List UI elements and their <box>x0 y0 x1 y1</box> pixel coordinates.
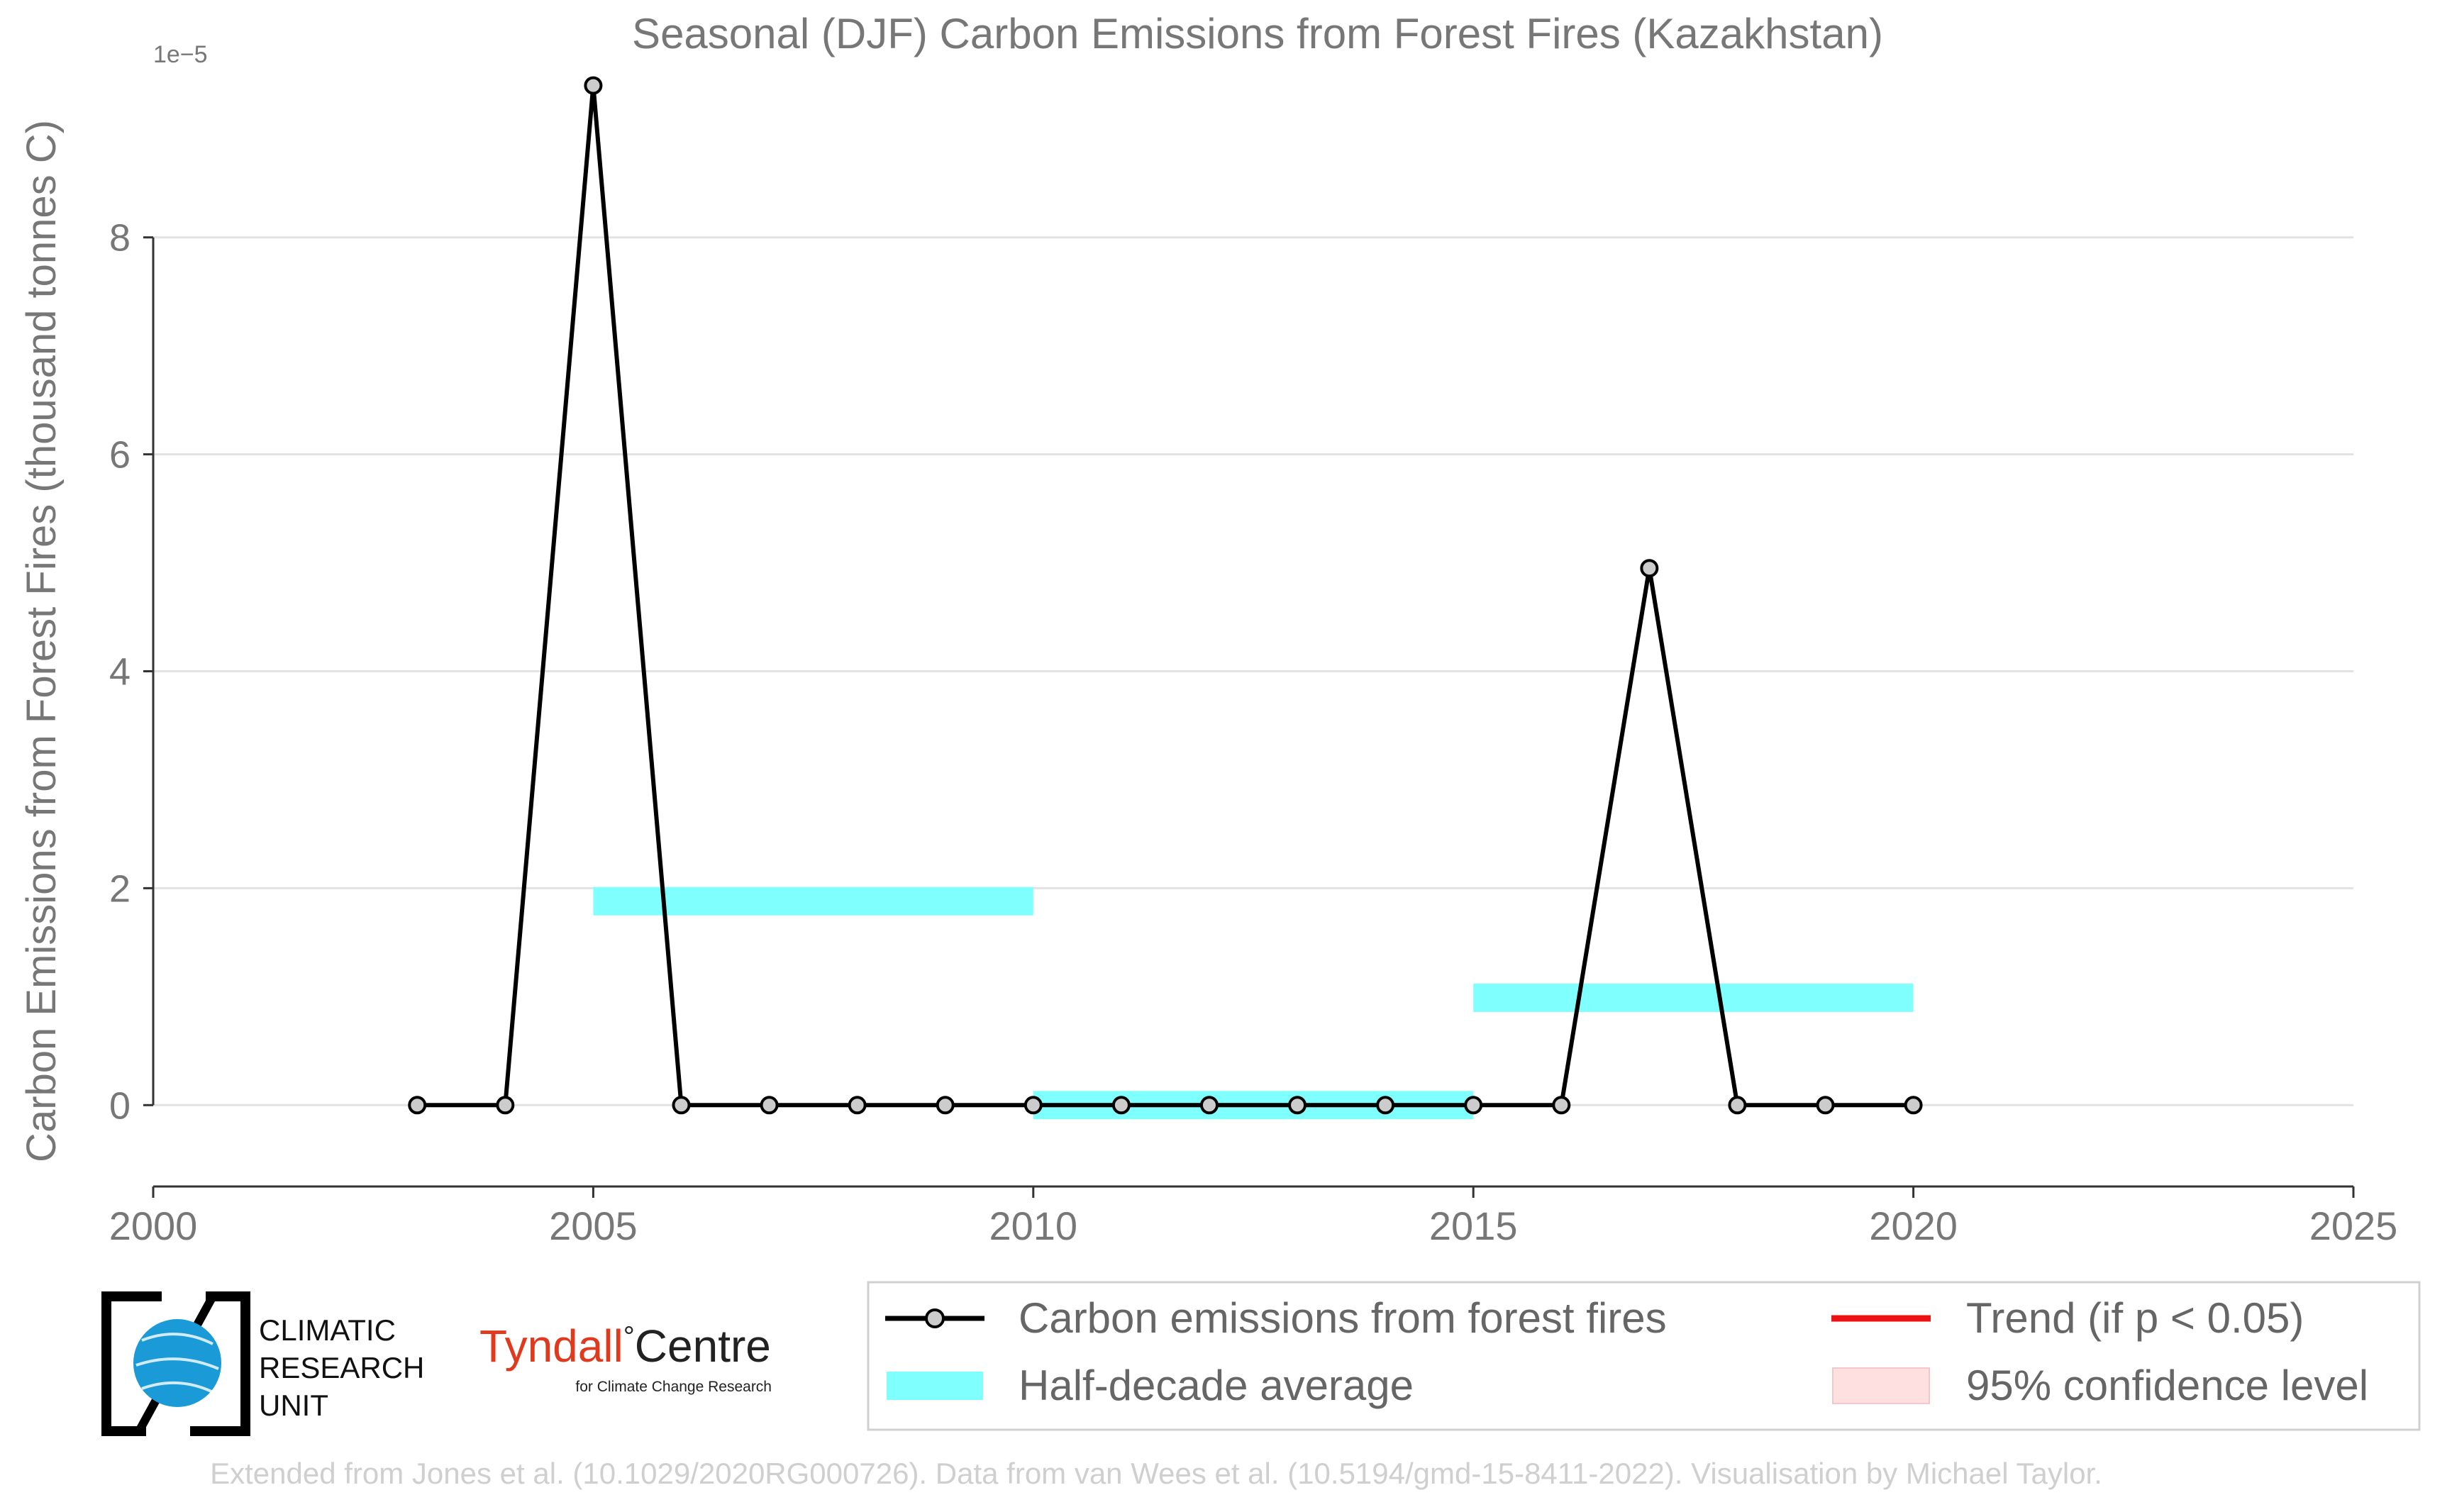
half-decade-bands <box>593 886 1914 1120</box>
tyndall-logo: Tyndall°Centre for Climate Change Resear… <box>479 1321 772 1395</box>
legend: Carbon emissions from forest fires Half-… <box>867 1281 2421 1431</box>
y-tick-label: 4 <box>109 651 131 694</box>
data-point <box>1023 1096 1043 1115</box>
data-point <box>1552 1096 1571 1115</box>
data-point <box>1288 1096 1307 1115</box>
x-tick-label: 2015 <box>1429 1204 1518 1248</box>
data-point <box>408 1096 427 1115</box>
footer-credit: Extended from Jones et al. (10.1029/2020… <box>210 1457 2102 1490</box>
legend-label-average: Half-decade average <box>1019 1362 1414 1409</box>
y-tick-label: 8 <box>109 217 131 260</box>
chart-title: Seasonal (DJF) Carbon Emissions from For… <box>632 10 1883 57</box>
data-point <box>1640 559 1659 578</box>
x-tick-label: 2020 <box>1869 1204 1958 1248</box>
x-tick-label: 2025 <box>2309 1204 2398 1248</box>
data-point <box>1111 1096 1131 1115</box>
tyndall-degree: ° <box>623 1321 635 1352</box>
data-point <box>584 76 603 95</box>
data-point <box>1199 1096 1219 1115</box>
data-point <box>1376 1096 1395 1115</box>
half-decade-band <box>1473 983 1914 1012</box>
y-offset-label: 1e−5 <box>153 41 208 68</box>
x-tick-label: 2005 <box>549 1204 638 1248</box>
cru-logo: CLIMATIC RESEARCH UNIT <box>101 1291 424 1436</box>
tyndall-word: Tyndall <box>479 1321 623 1372</box>
centre-word: Centre <box>635 1321 771 1372</box>
data-point <box>496 1096 515 1115</box>
x-tick-label: 2010 <box>989 1204 1078 1248</box>
half-decade-band <box>593 886 1033 916</box>
legend-marker-swatch <box>925 1308 945 1328</box>
y-tick-label: 0 <box>109 1084 131 1127</box>
y-tick-label: 2 <box>109 867 131 910</box>
axes: 0 2 4 6 8 2000 2005 2010 2015 2020 2025 <box>109 217 2398 1248</box>
y-tick-label: 6 <box>109 434 131 477</box>
legend-confidence-swatch <box>1832 1367 1930 1404</box>
data-point <box>848 1096 867 1115</box>
data-point <box>1728 1096 1747 1115</box>
legend-band-swatch <box>887 1372 983 1400</box>
x-tick-label: 2000 <box>109 1204 198 1248</box>
data-point <box>1816 1096 1835 1115</box>
data-point <box>1464 1096 1483 1115</box>
legend-label-emissions: Carbon emissions from forest fires <box>1019 1294 1667 1342</box>
cru-bracket-left <box>101 1291 162 1436</box>
data-point <box>1904 1096 1923 1115</box>
legend-label-trend: Trend (if p < 0.05) <box>1966 1294 2304 1342</box>
tyndall-subtitle: for Climate Change Research <box>575 1379 772 1395</box>
data-point <box>760 1096 779 1115</box>
y-axis-label: Carbon Emissions from Forest Fires (thou… <box>18 120 65 1162</box>
svg-text:Tyndall°Centre: Tyndall°Centre <box>479 1321 771 1372</box>
series-layer <box>408 76 1923 1115</box>
data-point <box>936 1096 955 1115</box>
legend-label-confidence: 95% confidence level <box>1966 1362 2368 1409</box>
series-line <box>417 85 1914 1108</box>
grid <box>153 236 2353 1106</box>
legend-frame <box>867 1281 2421 1431</box>
cru-text-line1: CLIMATIC <box>259 1313 396 1347</box>
cru-text-line3: UNIT <box>259 1389 328 1422</box>
cru-text-line2: RESEARCH <box>259 1351 424 1384</box>
cru-bracket-right <box>190 1291 250 1436</box>
data-point <box>672 1096 691 1115</box>
